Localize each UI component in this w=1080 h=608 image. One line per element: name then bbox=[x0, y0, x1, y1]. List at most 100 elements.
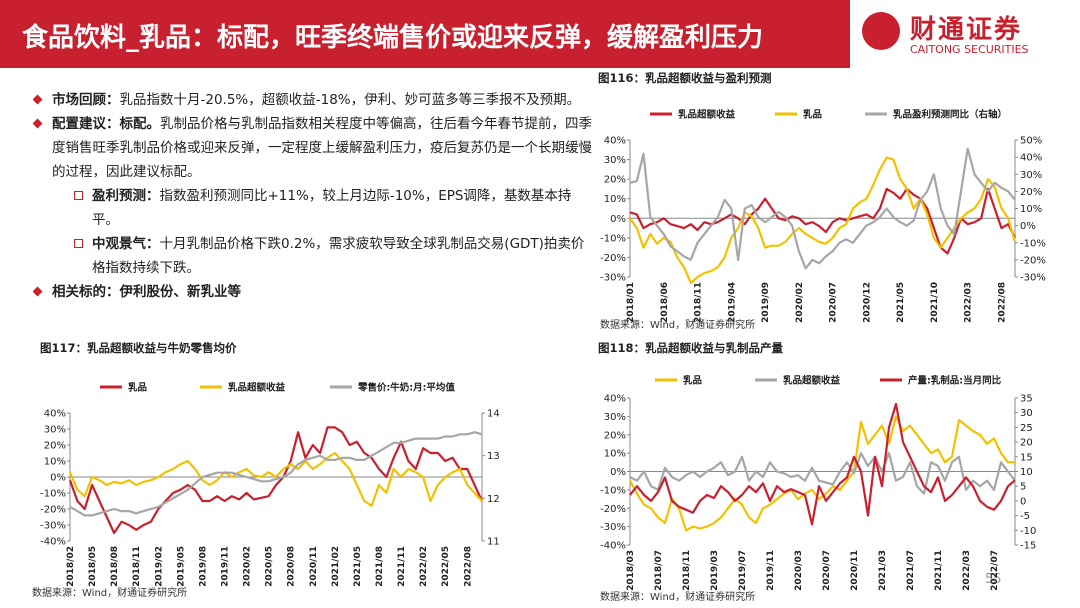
x-tick-label: 2018/07 bbox=[654, 550, 664, 591]
legend-label: 乳品 bbox=[128, 382, 147, 394]
chart-source: 数据来源：Wind，财通证券研究所 bbox=[600, 318, 755, 331]
logo-en: CAITONG SECURITIES bbox=[910, 43, 1029, 56]
x-tick-label: 2020/08 bbox=[287, 546, 297, 587]
bullet-head: 配置建议：标配。 bbox=[52, 116, 160, 132]
legend-label: 乳品 bbox=[803, 109, 822, 121]
y2-tick-label: -30% bbox=[1020, 273, 1046, 284]
bullet-text: 乳制品价格与乳制品指数相关程度中等偏高，往后看今年春节提前，四季度销售旺季乳制品… bbox=[52, 116, 592, 180]
chart-title: 图116：乳品超额收益与盈利预测 bbox=[598, 71, 772, 85]
y2-tick-label: 50% bbox=[1020, 136, 1042, 147]
series-line bbox=[629, 452, 1016, 495]
chart-source: 数据来源：Wind，财通证券研究所 bbox=[32, 586, 187, 599]
x-tick-label: 2021/05 bbox=[353, 546, 363, 587]
x-tick-label: 2019/11 bbox=[221, 546, 231, 587]
y-tick-label: 10% bbox=[604, 449, 626, 460]
y-tick-label: -20% bbox=[600, 253, 626, 264]
x-tick-label: 2019/04 bbox=[727, 282, 737, 323]
y2-tick-label: 20 bbox=[1020, 438, 1033, 449]
series-line bbox=[629, 415, 1015, 532]
y2-tick-label: 14 bbox=[487, 409, 500, 420]
x-tick-label: 2021/10 bbox=[930, 282, 940, 323]
y2-tick-label: 30% bbox=[1020, 170, 1042, 181]
series-line bbox=[69, 431, 483, 517]
bullet: 配置建议：标配。乳制品价格与乳制品指数相关程度中等偏高，往后看今年春节提前，四季… bbox=[32, 112, 592, 184]
x-tick-label: 2018/11 bbox=[694, 282, 704, 323]
y-tick-label: -10% bbox=[600, 485, 626, 496]
y-tick-label: -30% bbox=[40, 521, 66, 532]
y-tick-label: -40% bbox=[600, 541, 626, 552]
y2-tick-label: 12 bbox=[487, 494, 500, 505]
x-tick-label: 2018/06 bbox=[660, 282, 670, 323]
y-tick-label: 30% bbox=[44, 425, 66, 436]
y-tick-label: -20% bbox=[40, 505, 66, 516]
bullet-text: 十月乳制品价格下跌0.2%，需求疲软导致全球乳制品交易(GDT)拍卖价格指数持续… bbox=[92, 236, 585, 276]
y-tick-label: 0% bbox=[610, 214, 626, 225]
bullet-head: 相关标的：伊利股份、新乳业等 bbox=[52, 284, 241, 300]
y-tick-label: -20% bbox=[600, 504, 626, 515]
chart-source: 数据来源：Wind，财通证券研究所 bbox=[600, 590, 755, 603]
y-tick-label: 20% bbox=[44, 441, 66, 452]
x-tick-label: 2019/05 bbox=[176, 546, 186, 587]
x-tick-label: 2019/09 bbox=[761, 282, 771, 323]
y2-tick-label: 40% bbox=[1020, 153, 1042, 164]
x-tick-label: 2021/11 bbox=[934, 550, 944, 591]
x-tick-label: 2020/12 bbox=[862, 282, 872, 323]
x-tick-label: 2020/11 bbox=[309, 546, 319, 587]
bullet: 相关标的：伊利股份、新乳业等 bbox=[32, 280, 592, 304]
page-number: 55 bbox=[985, 572, 1002, 587]
x-tick-label: 2020/02 bbox=[243, 546, 253, 587]
y2-tick-label: -20% bbox=[1020, 255, 1046, 266]
x-tick-label: 2022/08 bbox=[463, 546, 473, 587]
x-tick-label: 2022/08 bbox=[997, 282, 1007, 323]
y-tick-label: -30% bbox=[600, 522, 626, 533]
x-tick-label: 2022/02 bbox=[419, 546, 429, 587]
y-tick-label: 0% bbox=[50, 473, 66, 484]
y-tick-label: 20% bbox=[604, 430, 626, 441]
x-tick-label: 2020/05 bbox=[265, 546, 275, 587]
series-line bbox=[629, 147, 1016, 270]
legend-label: 乳品超额收益 bbox=[678, 109, 736, 121]
bullet: 盈利预测：指数盈利预测同比+11%，较上月边际-10%，EPS调降，基数基本持平… bbox=[32, 184, 592, 232]
y2-tick-label: 15 bbox=[1020, 452, 1033, 463]
y-tick-label: -40% bbox=[40, 537, 66, 548]
y-tick-label: 10% bbox=[604, 194, 626, 205]
x-tick-label: 2021/03 bbox=[878, 550, 888, 591]
y2-tick-label: -5 bbox=[1020, 511, 1030, 522]
x-tick-label: 2020/02 bbox=[795, 282, 805, 323]
x-tick-label: 2018/11 bbox=[682, 550, 692, 591]
x-tick-label: 2021/07 bbox=[906, 550, 916, 591]
chart-title: 图117：乳品超额收益与牛奶零售均价 bbox=[40, 341, 237, 355]
legend-label: 乳品超额收益 bbox=[228, 382, 286, 394]
legend-label: 零售价:牛奶:月:平均值 bbox=[357, 382, 455, 394]
header-title: 食品饮料_乳品：标配，旺季终端售价或迎来反弹，缓解盈利压力 bbox=[22, 23, 764, 53]
legend-label: 乳品超额收益 bbox=[783, 375, 841, 387]
x-tick-label: 2018/02 bbox=[66, 546, 76, 587]
y2-tick-label: 0% bbox=[1020, 221, 1036, 232]
y-tick-label: 0% bbox=[610, 467, 626, 478]
y2-tick-label: -15 bbox=[1020, 541, 1036, 552]
logo-cn: 财通证券 bbox=[910, 15, 1023, 45]
x-tick-label: 2019/08 bbox=[198, 546, 208, 587]
series-line bbox=[629, 402, 1016, 526]
bullet-head: 市场回顾： bbox=[52, 92, 120, 108]
y2-tick-label: 20% bbox=[1020, 187, 1042, 198]
x-tick-label: 2021/08 bbox=[375, 546, 385, 587]
bullet-text: 指数盈利预测同比+11%，较上月边际-10%，EPS调降，基数基本持平。 bbox=[92, 188, 572, 228]
header-bar: 食品饮料_乳品：标配，旺季终端售价或迎来反弹，缓解盈利压力 bbox=[0, 0, 850, 68]
y-tick-label: 40% bbox=[604, 136, 626, 147]
y-tick-label: -10% bbox=[600, 233, 626, 244]
x-tick-label: 2020/11 bbox=[850, 550, 860, 591]
x-tick-label: 2018/03 bbox=[626, 550, 636, 591]
bullet-head: 中观景气： bbox=[92, 236, 160, 252]
x-tick-label: 2020/03 bbox=[794, 550, 804, 591]
x-tick-label: 2022/03 bbox=[962, 550, 972, 591]
logo-icon bbox=[862, 12, 900, 50]
legend-label: 乳品盈利预测同比（右轴） bbox=[893, 109, 1007, 121]
y2-tick-label: -10% bbox=[1020, 238, 1046, 249]
y2-tick-label: 35 bbox=[1020, 394, 1033, 405]
series-line bbox=[629, 156, 1017, 284]
x-tick-label: 2019/11 bbox=[766, 550, 776, 591]
x-tick-label: 2019/03 bbox=[710, 550, 720, 591]
